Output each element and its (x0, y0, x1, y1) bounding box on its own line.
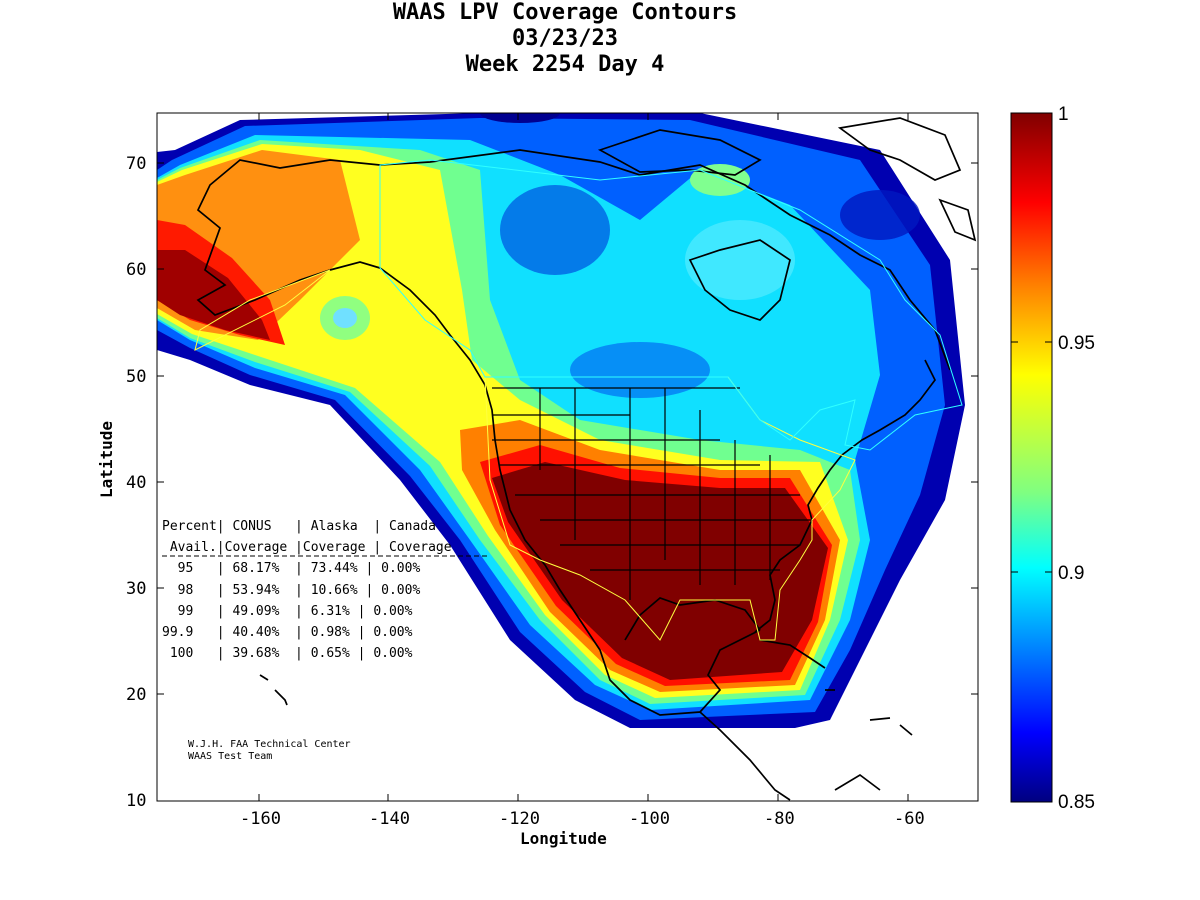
table-header: Avail.|Coverage |Coverage | Coverage (162, 540, 452, 555)
colorbar-tick-label: 0.95 (1058, 333, 1095, 354)
canada-outline (379, 159, 963, 451)
colorbar-ticks (1011, 341, 1052, 573)
y-tick-label: 50 (126, 367, 146, 387)
coverage-table: Percent| CONUS | Alaska | Canada Avail.|… (162, 519, 490, 661)
colorbar (1010, 112, 1053, 803)
x-tick-label: -140 (369, 809, 410, 829)
table-row: 95 | 68.17% | 73.44% | 0.00% (162, 561, 420, 576)
colorbar-tick-label: 0.85 (1058, 792, 1095, 813)
x-tick-label: -160 (240, 809, 281, 829)
table-row: 98 | 53.94% | 10.66% | 0.00% (162, 583, 420, 598)
plot-frame (156, 112, 979, 802)
y-ticks (157, 162, 978, 695)
x-tick-label: -120 (499, 809, 540, 829)
colorbar-tick-label: 0.9 (1058, 563, 1084, 584)
y-tick-label: 40 (126, 473, 146, 493)
state-borders (492, 387, 812, 600)
chart-title: WAAS LPV Coverage Contours (392, 0, 738, 25)
x-ticks (258, 113, 909, 801)
service-area-outlines (194, 269, 856, 641)
x-axis-title: Longitude (520, 829, 607, 848)
table-header: Percent| CONUS | Alaska | Canada (162, 519, 436, 534)
colorbar-tick-label: 1 (1058, 104, 1069, 125)
x-tick-label: -100 (629, 809, 670, 829)
x-tick-label: -80 (764, 809, 795, 829)
table-row: 100 | 39.68% | 0.65% | 0.00% (162, 646, 413, 661)
y-tick-label: 10 (126, 791, 146, 811)
coastlines (196, 117, 977, 801)
chart-subtitle: Week 2254 Day 4 (465, 52, 665, 77)
table-row: 99 | 49.09% | 6.31% | 0.00% (162, 604, 413, 619)
y-tick-label: 30 (126, 579, 146, 599)
y-tick-label: 60 (126, 260, 146, 280)
x-tick-label: -60 (894, 809, 925, 829)
chart-date: 03/23/23 (512, 26, 618, 51)
y-tick-label: 20 (126, 685, 146, 705)
credit-line: W.J.H. FAA Technical Center (188, 739, 351, 750)
table-row: 99.9 | 40.40% | 0.98% | 0.00% (162, 625, 413, 640)
credit-line: WAAS Test Team (188, 751, 272, 762)
y-axis-title: Latitude (97, 421, 116, 498)
y-tick-label: 70 (126, 154, 146, 174)
